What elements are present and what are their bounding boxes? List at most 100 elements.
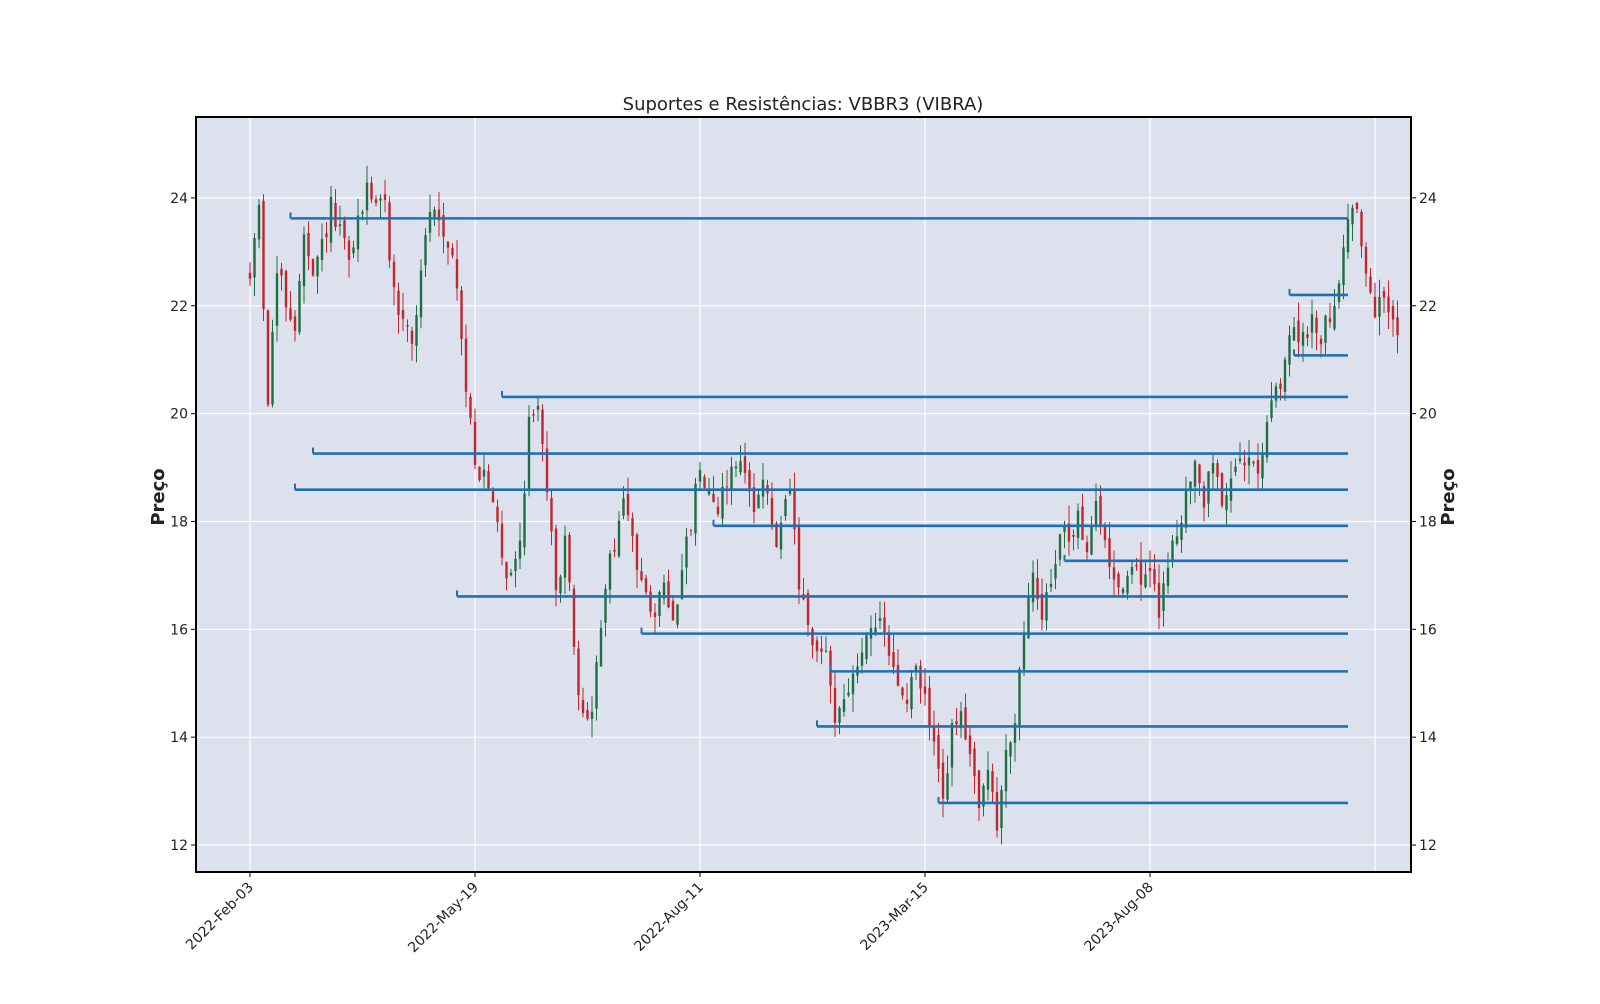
candle-body <box>1108 538 1111 567</box>
candle-body <box>644 578 648 593</box>
candle-body <box>532 413 535 416</box>
candle-body <box>914 665 918 671</box>
plot-frame <box>195 116 1412 873</box>
candle-body <box>919 665 922 689</box>
candle-body <box>1274 386 1278 401</box>
y-tick-label-left: 22 <box>170 299 188 315</box>
candle-body <box>743 456 747 473</box>
candle-body <box>626 494 630 516</box>
candle-body <box>1202 486 1206 508</box>
candle-body <box>1310 314 1314 333</box>
candle-body <box>1076 510 1080 538</box>
candle-body <box>694 483 697 534</box>
y-tick-label-right: 24 <box>1419 191 1437 207</box>
candle-body <box>1324 315 1327 343</box>
candle-body <box>1342 247 1345 286</box>
candle-body <box>977 770 981 809</box>
candle-body <box>383 194 387 200</box>
candle-body <box>820 648 823 652</box>
candle-body <box>1301 331 1305 346</box>
candle-body <box>334 202 337 228</box>
y-axis-label-left: Preço <box>148 468 169 525</box>
candle-body <box>1265 421 1269 458</box>
candle-body <box>748 469 751 492</box>
candle-body <box>1256 460 1260 474</box>
candle-body <box>910 677 913 710</box>
candle-body <box>716 506 720 515</box>
candle-body <box>397 290 400 315</box>
candle-body <box>347 240 351 260</box>
y-tick-label-left: 16 <box>170 622 188 638</box>
candle-body <box>1364 246 1368 274</box>
candle-body <box>968 735 972 755</box>
candle-body <box>1391 305 1395 320</box>
candle-body <box>1387 296 1390 313</box>
candle-body <box>887 632 891 656</box>
candle-body <box>1171 540 1174 562</box>
candle-body <box>685 536 688 568</box>
candle-body <box>608 553 612 590</box>
candle-body <box>253 238 256 278</box>
candle-body <box>298 280 301 333</box>
candle-body <box>667 581 670 608</box>
candle-body <box>1346 219 1350 253</box>
candle-body <box>352 247 355 254</box>
candle-body <box>937 735 940 769</box>
candle-body <box>1337 283 1341 303</box>
candle-body <box>1000 789 1003 829</box>
candle-body <box>595 662 598 709</box>
candle-body <box>752 487 756 512</box>
candle-body <box>1319 338 1323 345</box>
candle-body <box>892 652 895 667</box>
candle-body <box>703 476 706 488</box>
candle-body <box>950 723 954 768</box>
candle-body <box>1031 572 1035 603</box>
candle-body <box>1283 359 1287 393</box>
candle-body <box>779 522 783 550</box>
candle-body <box>982 785 985 807</box>
candle-body <box>284 271 288 308</box>
candle-body <box>496 506 499 523</box>
candle-body <box>689 530 693 532</box>
candle-body <box>1211 463 1215 474</box>
candle-body <box>338 224 342 227</box>
candle-body <box>865 634 868 660</box>
candle-body <box>437 209 441 221</box>
candle-body <box>523 493 526 548</box>
candle-body <box>604 588 607 623</box>
candle-body <box>541 409 544 444</box>
candle-body <box>1009 742 1012 757</box>
candle-body <box>671 600 675 621</box>
candle-body <box>325 233 328 238</box>
candle-body <box>878 618 882 622</box>
candle-body <box>401 309 405 319</box>
candle-body <box>653 612 657 618</box>
candle-body <box>478 466 481 480</box>
candle-body <box>1036 577 1039 600</box>
candle-body <box>343 220 346 239</box>
candle-body <box>680 570 684 599</box>
candle-body <box>842 699 846 712</box>
candle-body <box>622 498 625 516</box>
candle-body <box>379 198 382 201</box>
candle-body <box>932 725 936 742</box>
y-tick-label-right: 12 <box>1419 838 1437 854</box>
candle-body <box>293 316 297 331</box>
candle-body <box>374 199 378 203</box>
candle-body <box>311 258 315 276</box>
candle-body <box>1382 291 1386 298</box>
candle-body <box>1175 536 1179 544</box>
plot-area <box>196 117 1411 872</box>
candle-body <box>1180 522 1183 540</box>
candle-body <box>833 687 837 723</box>
candle-body <box>1081 506 1084 540</box>
y-tick-label-right: 16 <box>1419 622 1437 638</box>
candle-body <box>1085 542 1089 553</box>
candle-body <box>635 534 639 570</box>
candle-body <box>473 421 477 465</box>
candle-body <box>1072 534 1075 537</box>
candle-body <box>361 211 364 214</box>
candle-body <box>838 707 841 723</box>
candle-body <box>280 268 283 276</box>
